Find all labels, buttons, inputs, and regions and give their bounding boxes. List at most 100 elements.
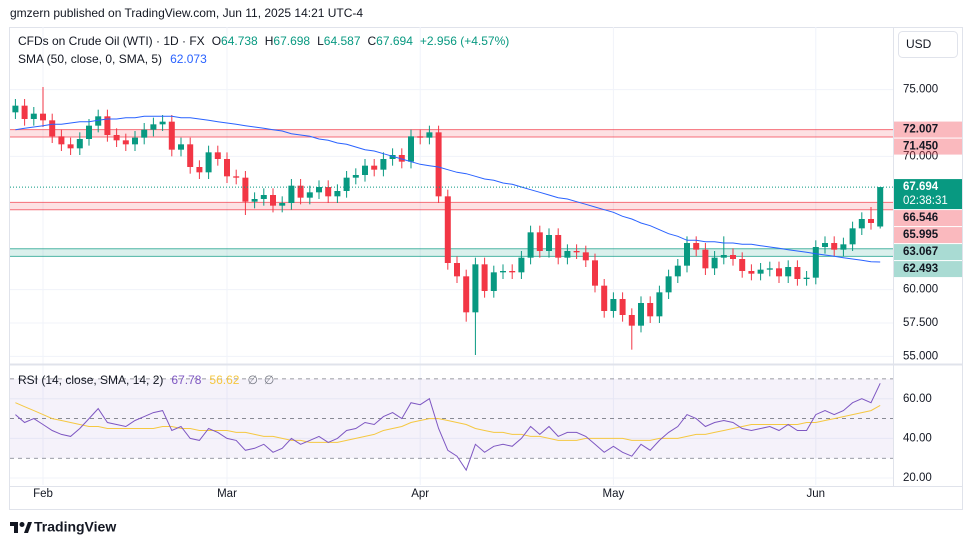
candle-body [463,276,470,313]
rsi-sma-line [15,402,881,443]
candle-body [159,121,166,125]
candle-body [610,299,617,311]
candle-body [656,292,663,317]
y-tick-label: 40.00 [903,432,932,444]
candle-body [104,116,111,135]
footer-brand: TradingView [34,519,116,535]
zone [10,202,893,210]
price-label: 66.546 [903,212,938,224]
candle-body [518,257,525,273]
candle-body [49,120,56,137]
candle-body [408,136,414,162]
candle-body [132,137,138,145]
candle-body [500,271,506,273]
candle-body [362,165,368,175]
tradingview-logo [10,522,32,533]
price-label-box [894,138,962,155]
candle-body [334,191,341,197]
y-tick-label: 60.00 [903,393,932,405]
rsi-value: 67.78 [171,373,201,387]
candle-body [785,267,792,277]
candle-body [316,187,322,193]
publish-header: gmzern published on TradingView.com, Jun… [10,6,363,20]
candle-body [187,144,194,167]
candle-body [380,159,387,170]
candle-body [40,113,46,121]
candle-body [352,175,359,178]
candle-body [592,260,598,286]
candle-body [426,132,433,138]
candle-body [343,177,350,191]
candle-body [858,219,865,229]
rsi-extra: ∅ [264,373,274,387]
candle-body [288,185,295,203]
candle-body [509,271,516,273]
candle-body [233,176,240,178]
axis-layer: 55.000 57.500 60.000 70.000 75.000 Feb Mar Apr M… [33,84,962,500]
y-tick-label: 60.000 [903,284,938,296]
candle-body [619,299,626,315]
zones-layer [10,129,893,459]
candle-body [776,268,782,277]
currency-label[interactable]: USD [906,37,932,51]
sma-value: 62.073 [170,52,207,66]
candle-body [122,140,129,145]
logo-part [14,522,18,533]
price-label: 65.995 [903,229,939,241]
x-tick-label: Apr [411,488,429,500]
price-label-box [894,121,962,138]
plot-layer [10,87,893,472]
x-tick-label: Jun [807,488,826,500]
candle-body [141,129,148,138]
candle-body [665,276,672,293]
currency-button[interactable] [898,31,958,58]
candle-body [21,105,28,119]
candle-body [398,155,405,162]
h-value: 67.698 [273,34,310,48]
candle-body [674,265,681,277]
rsi-sma-value: 56.62 [209,373,239,387]
price-label: 72.007 [903,124,938,136]
candle-body [242,177,249,202]
o-label: O [212,34,221,48]
candle-body [877,187,884,227]
candle-body [573,251,580,253]
x-tick-label: May [603,488,625,500]
candle-body [748,271,755,274]
l-value: 64.587 [324,34,361,48]
candle-body [389,155,396,159]
sma-line [15,115,881,263]
candle-body [803,277,810,279]
candle-body [564,251,571,258]
candle-body [730,255,736,259]
candle-body [766,268,773,270]
candle-body [279,203,286,206]
price-label-box [894,244,962,261]
candle-body [224,159,230,177]
l-label: L [317,34,324,48]
candle-body [527,232,534,258]
candle-body [435,132,442,197]
h-label: H [265,34,274,48]
candle-body [12,105,19,113]
price-label-box [894,261,962,278]
candle-body [168,121,175,150]
candle-body [113,135,120,141]
candle-body [178,144,184,150]
candle-body [481,264,488,291]
main-legend: CFDs on Crude Oil (WTI) · 1D · FX O64.738… [18,34,509,48]
sma-legend: SMA (50, close, 0, SMA, 5) 62.073 [18,52,207,66]
o-value: 64.738 [221,34,258,48]
symbol: CFDs on Crude Oil (WTI) · 1D · FX [18,34,205,48]
candle-body [546,235,552,251]
y-tick-label: 20.00 [903,472,932,484]
candle-body [601,285,608,311]
candle-body [214,152,221,159]
candle-body [840,244,847,250]
rsi-extra: ∅ [247,373,257,387]
candle-body [702,249,709,269]
candle-body [417,136,424,138]
candle-body [270,195,276,206]
candle-body [831,243,838,250]
